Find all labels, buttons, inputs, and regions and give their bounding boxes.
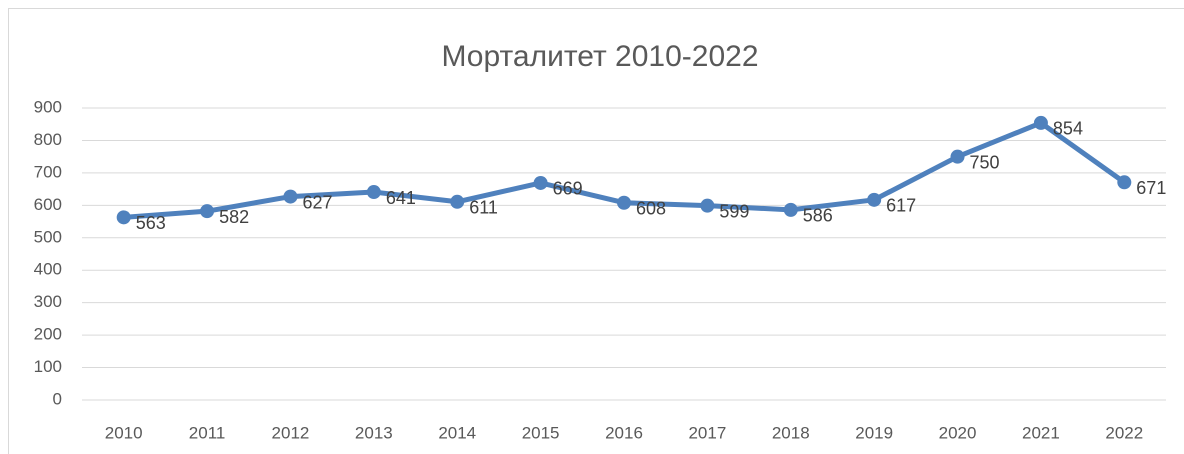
point xyxy=(950,149,965,164)
x-tick-label: 2014 xyxy=(438,423,476,442)
data-label: 582 xyxy=(219,207,249,227)
data-label: 608 xyxy=(636,198,666,218)
data-label: 617 xyxy=(886,196,916,216)
point xyxy=(700,198,715,213)
point xyxy=(450,194,465,209)
x-tick-label: 2016 xyxy=(605,423,643,442)
point xyxy=(283,189,298,204)
data-label: 586 xyxy=(803,206,833,226)
y-tick-label: 600 xyxy=(34,195,62,214)
point xyxy=(867,192,882,207)
x-tick-label: 2015 xyxy=(522,423,560,442)
data-label: 671 xyxy=(1136,178,1166,198)
chart-frame xyxy=(8,8,1184,454)
data-label: 599 xyxy=(719,201,749,221)
data-label: 641 xyxy=(386,188,416,208)
point xyxy=(533,175,548,190)
point xyxy=(366,185,381,200)
y-tick-label: 400 xyxy=(34,260,62,279)
x-tick-label: 2018 xyxy=(772,423,810,442)
x-tick-label: 2011 xyxy=(189,423,226,442)
data-label: 854 xyxy=(1053,119,1083,139)
data-label: 563 xyxy=(136,213,166,233)
data-label: 750 xyxy=(970,152,1000,172)
x-tick-label: 2013 xyxy=(355,423,393,442)
x-tick-label: 2021 xyxy=(1022,423,1060,442)
x-tick-label: 2012 xyxy=(272,423,310,442)
data-label: 627 xyxy=(302,192,332,212)
point xyxy=(116,210,131,225)
y-tick-label: 100 xyxy=(34,357,62,376)
x-tick-label: 2010 xyxy=(105,423,143,442)
point xyxy=(200,204,215,219)
y-tick-label: 0 xyxy=(53,389,62,408)
point xyxy=(1033,115,1048,130)
y-tick-label: 800 xyxy=(34,130,62,149)
x-tick-label: 2019 xyxy=(855,423,893,442)
y-tick-label: 300 xyxy=(34,292,62,311)
x-tick-label: 2022 xyxy=(1105,423,1143,442)
point xyxy=(783,202,798,217)
y-tick-label: 200 xyxy=(34,325,62,344)
chart-title: Морталитет 2010-2022 xyxy=(441,40,758,73)
data-label: 669 xyxy=(553,179,583,199)
y-tick-label: 500 xyxy=(34,227,62,246)
data-label: 611 xyxy=(469,198,498,218)
point xyxy=(1117,175,1132,190)
point xyxy=(617,195,631,210)
y-tick-label: 700 xyxy=(34,162,62,181)
x-tick-label: 2020 xyxy=(939,423,977,442)
y-tick-label: 900 xyxy=(34,97,62,116)
x-tick-label: 2017 xyxy=(688,423,726,442)
